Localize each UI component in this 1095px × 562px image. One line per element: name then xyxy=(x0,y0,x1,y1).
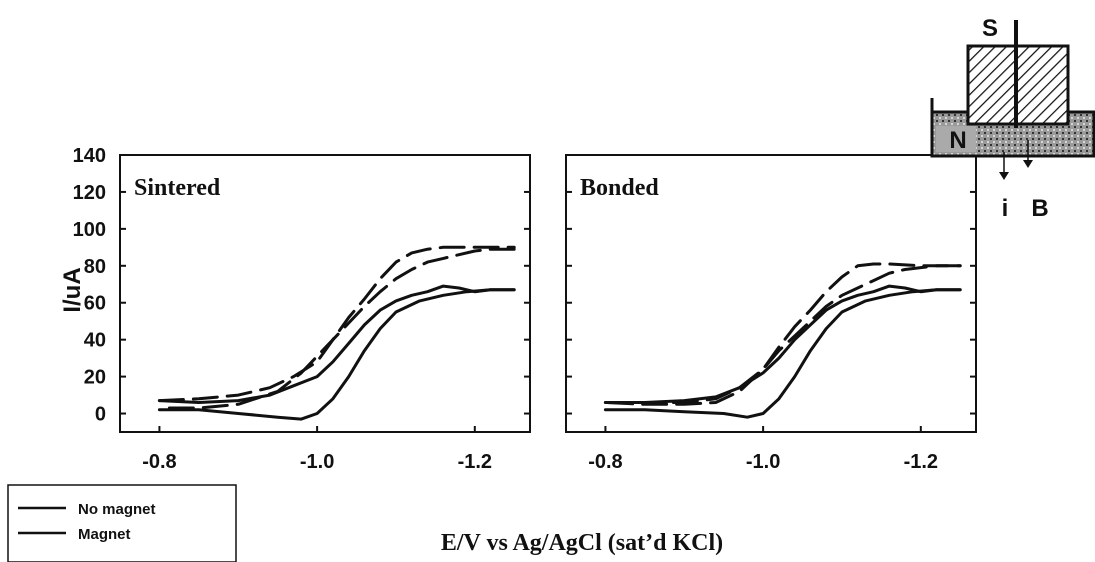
label-s: S xyxy=(982,15,998,42)
label-i: i xyxy=(1002,195,1009,222)
panel-sintered: -0.8 -1.0 -1.2 Sintered xyxy=(119,154,531,473)
series-line-3 xyxy=(603,264,962,406)
label-b: B xyxy=(1031,195,1048,222)
y-tick-label: 80 xyxy=(84,256,106,278)
plot-frame xyxy=(119,154,531,433)
series-line-2 xyxy=(603,284,962,404)
series-line-1 xyxy=(603,288,962,419)
arrow-b-head xyxy=(1023,160,1033,168)
y-tick-label: 20 xyxy=(84,367,106,389)
legend-box xyxy=(7,484,237,562)
legend: No magnet Magnet xyxy=(7,484,237,562)
y-tick-label: 140 xyxy=(73,145,106,167)
y-tick-label: 60 xyxy=(84,293,106,315)
y-tick-label: 40 xyxy=(84,330,106,352)
panel-bonded: -0.8 -1.0 -1.2 Bonded xyxy=(565,154,977,473)
legend-entry-no-magnet: No magnet xyxy=(78,501,156,518)
panel-title: Bonded xyxy=(580,175,659,201)
plot-frame xyxy=(565,154,977,433)
y-tick-label: 120 xyxy=(73,182,106,204)
series-line-2 xyxy=(157,284,516,404)
x-tick-label: -0.8 xyxy=(142,451,176,473)
label-n: N xyxy=(949,127,966,154)
x-tick-label: -1.0 xyxy=(746,451,780,473)
x-tick-label: -1.0 xyxy=(300,451,334,473)
arrow-i-head xyxy=(999,172,1009,180)
x-axis-label: E/V vs Ag/AgCl (sat’d KCl) xyxy=(441,530,723,556)
x-tick-label: -1.2 xyxy=(904,451,938,473)
series-line-1 xyxy=(157,288,516,421)
series-line-4 xyxy=(157,245,516,403)
y-tick-label: 100 xyxy=(73,219,106,241)
series-line-3 xyxy=(157,247,516,410)
n-label-bg xyxy=(936,126,976,152)
y-axis-label: I/uA xyxy=(59,267,86,312)
legend-entry-magnet: Magnet xyxy=(78,526,131,543)
y-tick-label: 0 xyxy=(95,404,106,426)
x-tick-label: -1.2 xyxy=(458,451,492,473)
series-line-4 xyxy=(603,262,962,404)
x-tick-label: -0.8 xyxy=(588,451,622,473)
panel-title: Sintered xyxy=(134,175,221,201)
electrode-magnet-diagram: S N i B xyxy=(930,15,1095,222)
y-tick-labels: 140 120 100 80 60 40 20 0 xyxy=(73,145,106,426)
